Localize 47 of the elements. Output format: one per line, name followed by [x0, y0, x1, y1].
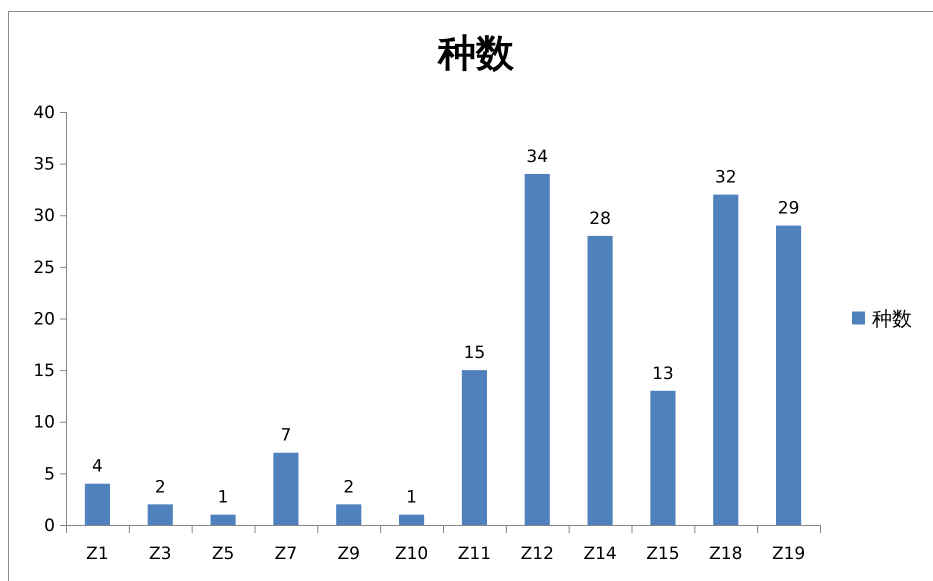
x-tick-label: Z19: [772, 544, 806, 564]
x-tick-label: Z5: [212, 544, 234, 564]
bar: [713, 194, 738, 525]
bar: [650, 390, 676, 525]
chart-title: 种数: [437, 31, 515, 75]
data-label: 15: [464, 343, 486, 364]
data-label: 2: [154, 477, 166, 498]
y-tick-label: 15: [33, 361, 55, 382]
data-label: 1: [218, 488, 228, 508]
y-tick-label: 35: [33, 154, 55, 175]
data-label: 7: [280, 426, 292, 446]
data-label: 1: [406, 488, 417, 508]
bar: [148, 504, 173, 525]
bar: [524, 174, 550, 525]
bar: [399, 514, 424, 525]
y-tick-label: 25: [33, 258, 55, 278]
x-tick-label: Z10: [394, 544, 428, 564]
y-tick-label: 40: [33, 102, 55, 123]
bar: [210, 514, 236, 525]
data-label: 28: [589, 208, 611, 229]
x-tick-label: Z9: [338, 544, 360, 564]
x-tick-label: Z18: [709, 544, 742, 564]
bar: [462, 370, 487, 525]
bar: [273, 452, 298, 525]
legend-label: 种数: [872, 306, 912, 330]
x-tick-label: Z1: [86, 544, 109, 564]
data-label: 2: [343, 477, 354, 498]
y-tick-label: 5: [44, 464, 55, 484]
bar: [588, 236, 613, 525]
x-tick-label: Z12: [520, 544, 554, 564]
y-tick-label: 0: [44, 516, 55, 536]
y-tick-label: 30: [33, 206, 55, 226]
y-tick-label: 20: [33, 309, 55, 330]
bar: [776, 226, 802, 525]
data-label: 4: [92, 456, 103, 477]
bar: [336, 504, 362, 525]
data-label: 34: [526, 146, 548, 167]
data-label: 32: [714, 168, 737, 188]
x-tick-label: Z14: [583, 544, 617, 564]
x-tick-label: Z3: [149, 544, 172, 564]
data-label: 29: [778, 198, 800, 219]
bar: [84, 484, 110, 525]
x-tick-label: Z7: [274, 544, 298, 564]
data-label: 13: [652, 364, 674, 384]
y-tick-label: 10: [33, 412, 55, 433]
x-tick-label: Z15: [646, 544, 680, 564]
x-tick-label: Z11: [458, 544, 492, 564]
